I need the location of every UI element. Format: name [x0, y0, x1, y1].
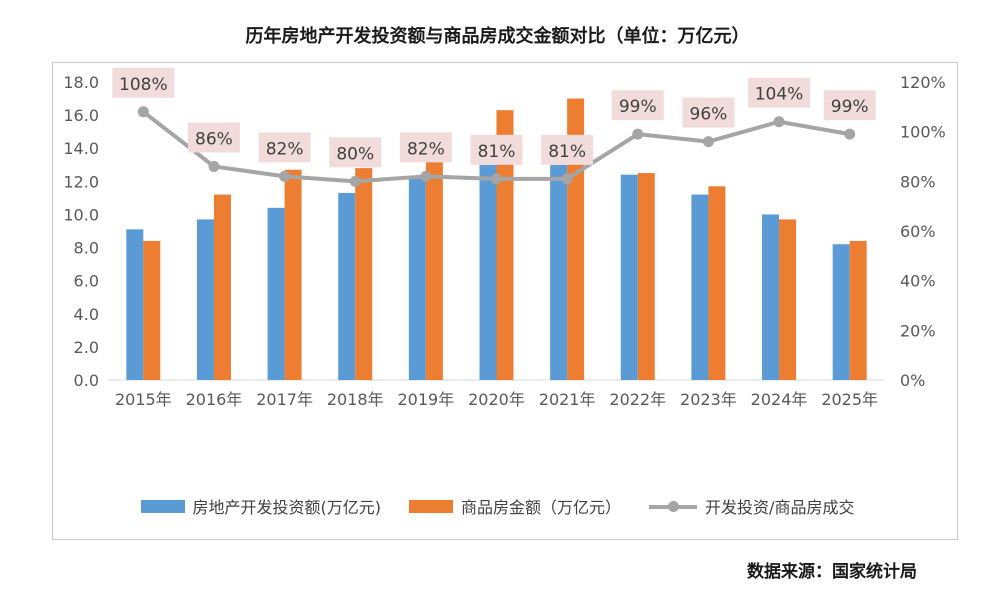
ratio-point [702, 136, 714, 148]
ratio-data-label: 81% [478, 142, 516, 162]
chart-legend: 房地产开发投资额(万亿元) 商品房金额（万亿元） 开发投资/商品房成交 [0, 494, 995, 518]
bar-investment [620, 174, 638, 380]
bar-sales [637, 173, 655, 380]
bar-sales [849, 240, 867, 380]
y-right-tick-label: 20% [900, 321, 936, 340]
ratio-label-box [541, 134, 594, 165]
ratio-point [208, 160, 220, 172]
bar-sales [425, 161, 443, 380]
ratio-label-box [682, 97, 735, 128]
ratio-point [561, 173, 573, 185]
bar-investment [338, 192, 356, 380]
y-right-tick-label: 40% [900, 272, 936, 291]
ratio-data-label: 86% [195, 129, 233, 149]
x-tick-label: 2020年 [468, 390, 525, 409]
bar-sales [779, 219, 797, 380]
chart-title: 历年房地产开发投资额与商品房成交金额对比（单位：万亿元） [245, 26, 750, 47]
bar-investment [691, 194, 709, 380]
ratio-data-label: 82% [266, 139, 304, 159]
y-left-tick-label: 10.0 [63, 205, 99, 224]
y-right-tick-label: 100% [900, 123, 946, 142]
bar-investment [762, 214, 780, 380]
ratio-point [349, 175, 361, 187]
ratio-label-box [258, 132, 311, 163]
ratio-point [632, 128, 644, 140]
y-left-tick-label: 4.0 [74, 305, 99, 324]
legend-item-sales[interactable]: 商品房金额（万亿元） [409, 494, 621, 518]
ratio-point [773, 116, 785, 128]
legend-item-ratio[interactable]: 开发投资/商品房成交 [649, 494, 854, 518]
bar-investment [550, 164, 568, 380]
y-right-tick-label: 0% [900, 371, 925, 390]
legend-label-sales: 商品房金额（万亿元） [461, 498, 622, 517]
ratio-label-box [187, 122, 240, 153]
x-tick-label: 2018年 [327, 390, 384, 409]
ratio-point [491, 173, 502, 185]
ratio-label-box [470, 134, 523, 165]
ratio-point [279, 170, 291, 182]
legend-swatch-sales [409, 499, 454, 513]
ratio-label-box [399, 132, 452, 163]
chart-frame [52, 62, 958, 540]
ratio-data-label: 82% [407, 139, 445, 159]
ratio-label-box [823, 90, 876, 121]
legend-swatch-investment [140, 499, 185, 513]
ratio-data-label: 99% [619, 97, 657, 117]
ratio-point [844, 128, 856, 140]
y-left-tick-label: 16.0 [63, 106, 99, 125]
x-tick-label: 2016年 [186, 390, 243, 409]
y-left-tick-label: 14.0 [63, 139, 99, 158]
bar-investment [126, 229, 144, 380]
legend-label-investment: 房地产开发投资额(万亿元) [192, 498, 382, 517]
ratio-label-box [748, 77, 811, 108]
bar-sales [284, 169, 302, 380]
ratio-label-box [329, 137, 382, 168]
bar-investment [479, 164, 497, 380]
source-note: 数据来源：国家统计局 [747, 562, 917, 582]
x-tick-label: 2019年 [397, 390, 454, 409]
bar-sales [708, 186, 726, 380]
y-right-tick-label: 80% [900, 172, 936, 191]
y-left-tick-label: 8.0 [74, 239, 99, 258]
ratio-data-label: 99% [831, 97, 869, 117]
bar-investment [196, 219, 214, 380]
ratio-label-box [611, 90, 664, 121]
ratio-data-label: 104% [755, 85, 804, 105]
x-tick-label: 2022年 [609, 390, 666, 409]
bar-investment [267, 207, 285, 380]
ratio-data-label: 81% [548, 142, 586, 162]
ratio-data-label: 80% [336, 144, 374, 164]
y-left-tick-label: 2.0 [74, 338, 99, 357]
y-right-tick-label: 60% [900, 222, 936, 241]
y-left-tick-label: 6.0 [74, 272, 99, 291]
ratio-data-label: 96% [690, 105, 728, 125]
bar-investment [832, 244, 850, 380]
x-tick-label: 2017年 [256, 390, 313, 409]
bar-sales [355, 168, 373, 380]
bar-investment [408, 176, 426, 380]
y-right-tick-label: 120% [900, 73, 946, 92]
legend-label-ratio: 开发投资/商品房成交 [705, 498, 855, 517]
y-left-tick-label: 18.0 [63, 73, 99, 92]
ratio-point [137, 106, 149, 118]
bar-sales [143, 240, 161, 380]
legend-item-investment[interactable]: 房地产开发投资额(万亿元) [140, 494, 382, 518]
ratio-data-label: 108% [119, 75, 168, 95]
x-tick-label: 2023年 [680, 390, 737, 409]
x-tick-label: 2021年 [539, 390, 596, 409]
x-tick-label: 2024年 [751, 390, 808, 409]
x-tick-label: 2015年 [115, 390, 172, 409]
y-left-tick-label: 0.0 [74, 371, 99, 390]
x-tick-label: 2025年 [821, 390, 878, 409]
y-left-tick-label: 12.0 [63, 172, 99, 191]
ratio-label-box [112, 67, 175, 98]
legend-swatch-ratio [649, 500, 698, 513]
bar-sales [213, 194, 231, 380]
ratio-point [420, 170, 432, 182]
